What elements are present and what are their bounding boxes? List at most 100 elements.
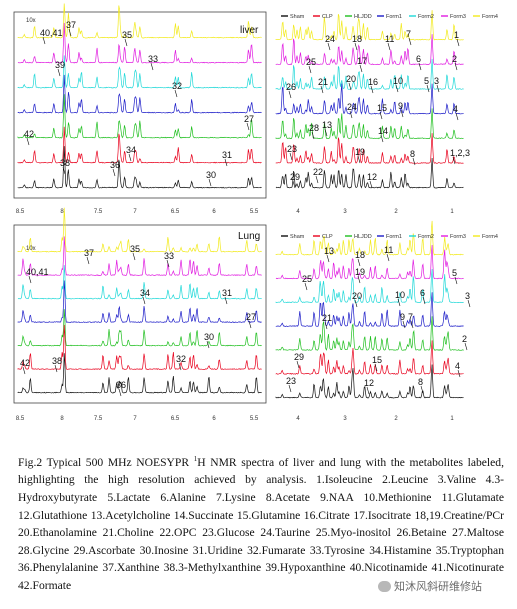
peak-label: 29 — [294, 352, 304, 362]
legend-entry: Form1 — [386, 234, 402, 240]
peak-pointer — [174, 89, 178, 98]
legend-entry: CLP — [322, 14, 333, 20]
peak-label: 35 — [130, 244, 140, 254]
axis-liver-aromatic: 8.5 8 7.5 7 6.5 6 5.5 — [16, 209, 259, 215]
tick-label: 7 — [133, 416, 137, 422]
peak-pointer — [395, 84, 399, 93]
peak-pointer — [54, 364, 58, 373]
spectrum-trace — [17, 146, 262, 189]
peak-label: 9 — [398, 101, 403, 111]
axis-lung-aromatic: 8.5 8 7.5 7 6.5 6 5.5 — [16, 416, 259, 422]
peak-pointer — [288, 90, 292, 99]
legend-entry: Sham — [290, 234, 305, 240]
spectrum-trace — [275, 220, 464, 256]
peak-label: 42 — [24, 129, 34, 139]
tick-label: 3 — [343, 416, 347, 422]
peak-pointer — [420, 385, 424, 394]
peak-pointer — [379, 111, 383, 120]
peak-label: 40,41 — [26, 267, 49, 277]
peak-label: 2 — [462, 334, 467, 344]
peak-label: 15 — [377, 103, 387, 113]
peak-label: 33 — [164, 251, 174, 261]
peak-label: 15 — [372, 355, 382, 365]
peak-label: 5 — [452, 268, 457, 278]
peak-label: 10 — [395, 290, 405, 300]
spectrum-trace — [17, 324, 262, 371]
spectrum-trace — [17, 94, 262, 139]
peak-pointer — [380, 134, 384, 143]
peak-pointer — [410, 320, 414, 329]
peak-label: 13 — [324, 246, 334, 256]
peak-label: 8 — [410, 149, 415, 159]
peak-pointer — [436, 84, 440, 93]
peak-label: 1 — [454, 30, 459, 40]
spectrum-trace — [17, 280, 262, 324]
panel-lung-aromatic: 8.5 8 7.5 7 6.5 6 5.5 Lung 10x 37 35 33 40,41 34 31 27 3… — [16, 207, 262, 422]
spectrum-trace — [275, 108, 464, 140]
tick-label: 4 — [296, 209, 300, 215]
spectrum-trace — [275, 292, 464, 327]
axis-lung-aliphatic: 4 3 2 1 — [296, 416, 454, 422]
peak-pointer — [422, 296, 426, 305]
scale-label: 10x — [26, 246, 36, 252]
peak-pointer — [128, 153, 132, 162]
panel-frame-lung-aromatic — [13, 224, 267, 404]
peak-pointer — [386, 253, 390, 262]
peak-pointer — [454, 62, 458, 71]
peak-pointer — [308, 65, 312, 74]
spectrum-trace — [17, 353, 262, 394]
peak-label: 7 — [408, 312, 413, 322]
peak-label: 33 — [148, 54, 158, 64]
peak-label: 3 — [465, 291, 470, 301]
peak-pointer — [324, 128, 328, 137]
peak-pointer — [62, 166, 66, 175]
peak-label: 30 — [206, 170, 216, 180]
panel-liver-aliphatic: 4 3 2 124 18 11 7 125 17 6 226 21 20 16 10 5 324 15 9 428 13… — [275, 10, 470, 215]
peak-label: 25 — [302, 274, 312, 284]
spectrum-trace — [275, 316, 464, 351]
spectrum-trace — [275, 58, 464, 90]
peak-label: 42 — [20, 358, 30, 368]
peak-label: 20 — [352, 291, 362, 301]
peak-label: 18 — [352, 34, 362, 44]
peak-pointer — [57, 68, 61, 77]
tick-label: 2 — [394, 416, 398, 422]
tick-label: 8.5 — [16, 209, 25, 215]
peak-label: 23 — [286, 376, 296, 386]
peak-label: 13 — [322, 120, 332, 130]
peak-label: 9 — [400, 312, 405, 322]
peak-pointer — [357, 258, 361, 267]
spectrum-trace — [275, 10, 464, 41]
spectrum-trace — [275, 268, 464, 304]
peak-label: 38 — [60, 158, 70, 168]
caption-superscript: 1 — [193, 455, 198, 463]
tick-label: 7 — [133, 209, 137, 215]
legend-entry: Form2 — [418, 234, 434, 240]
peak-label: 31 — [222, 288, 232, 298]
tick-label: 1 — [450, 416, 454, 422]
spectrum-trace — [17, 55, 262, 89]
legend-entry: Form3 — [450, 14, 466, 20]
peak-pointer — [402, 320, 406, 329]
peak-label: 32 — [176, 354, 186, 364]
legend-entry: Form3 — [450, 234, 466, 240]
peak-pointer — [387, 42, 391, 51]
spectrum-trace — [17, 207, 262, 253]
legend-liver: Sham CLP HLJDD Form1 Form2 Form3 Form4 — [281, 14, 498, 20]
spectrum-trace — [275, 157, 464, 189]
peak-pointer — [86, 256, 90, 265]
peak-label: 17 — [357, 56, 367, 66]
peak-label: 14 — [378, 126, 388, 136]
peak-pointer — [326, 254, 330, 263]
spectrum-trace — [17, 22, 262, 64]
legend-entry: HLJDD — [354, 234, 372, 240]
peak-label: 7 — [406, 29, 411, 39]
peak-label: 36 — [110, 160, 120, 170]
peak-pointer — [142, 296, 146, 305]
tick-label: 2 — [394, 209, 398, 215]
peak-pointer — [112, 168, 116, 177]
peak-pointer — [418, 62, 422, 71]
